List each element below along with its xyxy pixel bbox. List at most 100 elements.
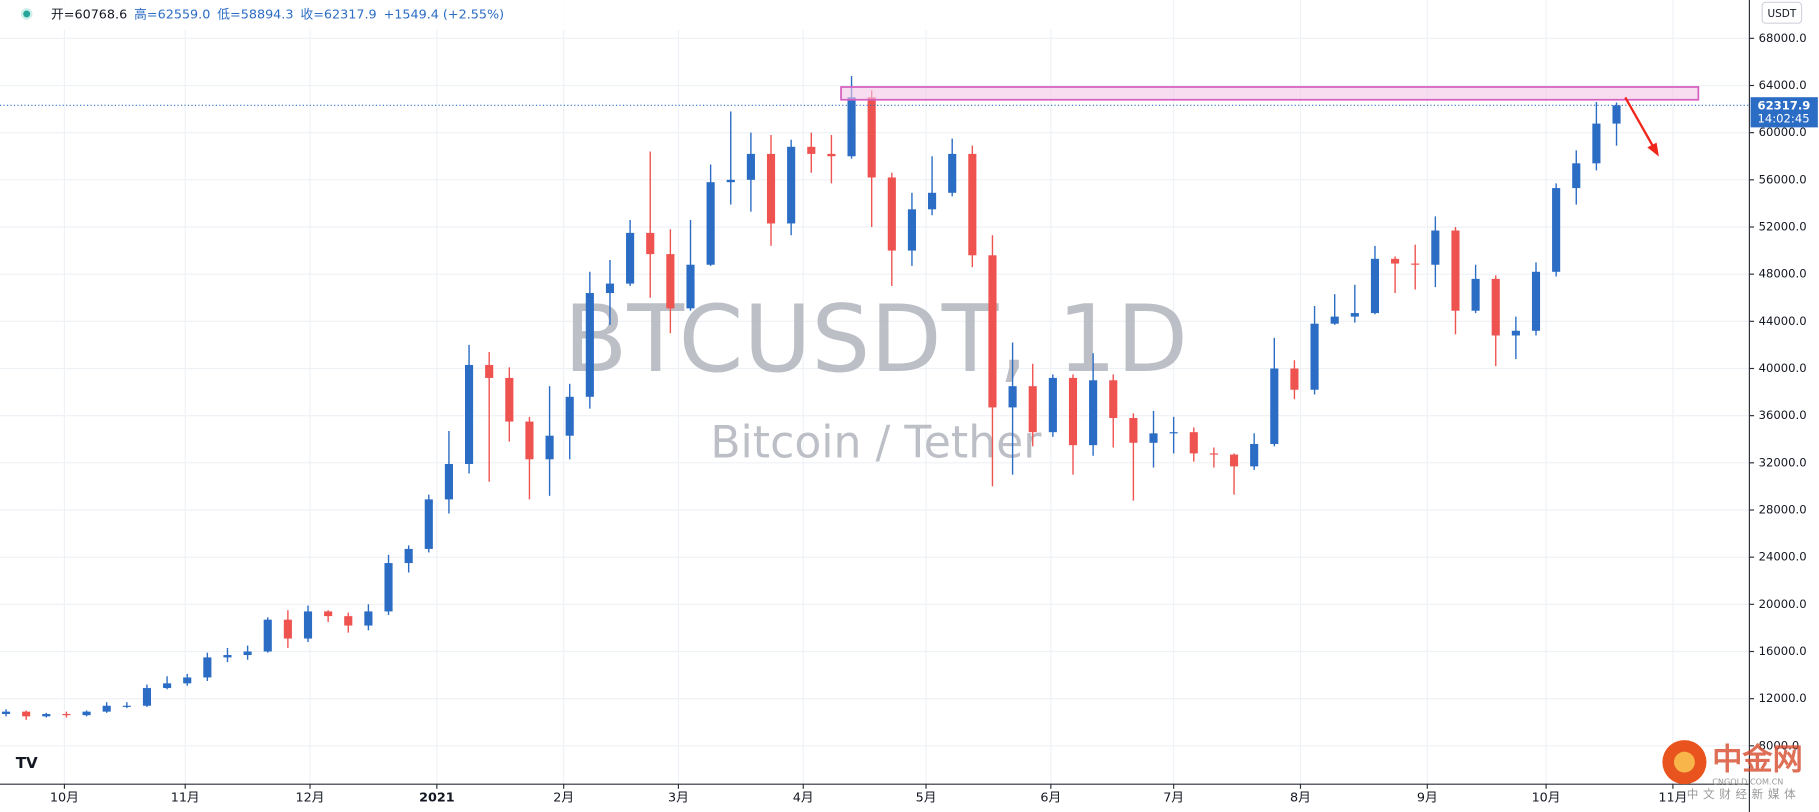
- brand-slogan: 中文财经新媒体: [1687, 787, 1801, 801]
- y-tick-label: 24000.0: [1759, 550, 1807, 564]
- candle-body: [303, 611, 313, 639]
- candles: [0, 76, 1750, 720]
- candle-body: [1290, 368, 1299, 390]
- header: 开=60768.6 高=62559.0 低=58894.3 收=62317.9 +154…: [51, 7, 504, 23]
- candle-body: [726, 179, 735, 183]
- candle-body: [1068, 377, 1078, 446]
- x-tick-label: 10月: [1532, 791, 1561, 806]
- candle-body: [1310, 323, 1319, 390]
- candle-body: [867, 97, 876, 178]
- candle-body: [485, 364, 494, 378]
- header-bg: [0, 0, 1074, 31]
- brand-url: CNGOLD.COM.CN: [1712, 776, 1783, 786]
- candle-body: [646, 232, 655, 255]
- y-tick-label: 52000.0: [1759, 219, 1807, 233]
- y-tick-label: 68000.0: [1759, 31, 1807, 45]
- candle-body: [384, 563, 393, 612]
- candle-body: [82, 711, 91, 716]
- candle-body: [163, 683, 172, 689]
- x-tick-label: 7月: [1163, 791, 1184, 806]
- candle-body: [666, 254, 675, 309]
- currency-button[interactable]: [1761, 1, 1803, 24]
- candle-body: [283, 619, 292, 639]
- candle-body: [1169, 432, 1178, 434]
- candle-body: [1612, 105, 1621, 124]
- candle-body: [1089, 380, 1098, 446]
- arrow-head: [1647, 142, 1659, 157]
- candle-body: [686, 264, 695, 309]
- candle-body: [1189, 432, 1198, 454]
- last-price-box: [1750, 97, 1818, 128]
- y-tick-label: 8000.0: [1759, 738, 1800, 752]
- candle-body: [847, 97, 856, 157]
- candle-body: [1511, 330, 1520, 336]
- y-tick-label: 56000.0: [1759, 172, 1807, 186]
- candle-body: [1008, 386, 1017, 408]
- candle-body: [1350, 313, 1359, 317]
- arrow: [1624, 96, 1656, 150]
- candle-body: [1552, 188, 1561, 272]
- x-tick-label: 4月: [793, 791, 814, 806]
- candle-body: [907, 209, 917, 251]
- candle-body: [263, 619, 272, 652]
- candle-body: [1129, 418, 1138, 443]
- header-item: 开=60768.6: [51, 8, 127, 23]
- currency[interactable]: USDT: [1768, 8, 1797, 20]
- header-item: 高=62559.0: [134, 7, 210, 23]
- logo-bg: [10, 750, 43, 777]
- candle-body: [626, 232, 635, 284]
- candle-body: [545, 435, 554, 460]
- y-tick-label: 20000.0: [1759, 597, 1807, 611]
- candle-body: [1229, 454, 1239, 467]
- header-item: 收=62317.9: [300, 8, 376, 23]
- candle-body: [706, 182, 715, 265]
- candle-body: [1330, 316, 1339, 324]
- candle-body: [1491, 278, 1500, 336]
- candle-body: [142, 688, 152, 706]
- logo: TV: [16, 754, 38, 772]
- brand-logo-inner: [1673, 751, 1695, 773]
- candle-body: [1209, 453, 1218, 455]
- candle-body: [42, 713, 51, 717]
- watermark: BTCUSDT, 1D: [564, 285, 1188, 393]
- candle-body: [1531, 271, 1541, 331]
- y-tick-label: 32000.0: [1759, 455, 1807, 469]
- candle-body: [404, 548, 413, 564]
- candle-body: [1471, 278, 1480, 311]
- status-dot: [23, 10, 31, 18]
- candle-body: [1270, 368, 1279, 444]
- resistance-zone: [840, 86, 1700, 101]
- candle-body: [424, 499, 433, 549]
- x-tick-label: 11月: [171, 791, 200, 806]
- candle-body: [887, 177, 896, 251]
- y-tick-label: 28000.0: [1759, 502, 1807, 516]
- candle-body: [22, 711, 31, 717]
- candle-body: [344, 616, 353, 626]
- x-tick-label: 10月: [50, 791, 79, 806]
- candle-body: [62, 713, 71, 716]
- candle-body: [746, 153, 755, 180]
- candle-body: [1572, 163, 1581, 189]
- candle-body: [223, 655, 232, 658]
- x-tick-label: 5月: [916, 791, 937, 806]
- candle-body: [948, 153, 957, 193]
- candle-body: [464, 364, 474, 465]
- candle-body: [1592, 123, 1601, 164]
- candle-body: [565, 396, 574, 436]
- candle-body: [1370, 258, 1380, 314]
- candle-body: [1109, 380, 1118, 419]
- brand-name: 中金网: [1712, 741, 1802, 777]
- y-tick-label: 16000.0: [1759, 644, 1807, 658]
- candle-body: [444, 464, 453, 500]
- candle-body: [605, 283, 615, 294]
- x-tick-label: 6月: [1040, 791, 1061, 806]
- candle-body: [585, 293, 594, 397]
- candle-body: [968, 153, 977, 256]
- candle-body: [928, 192, 937, 210]
- candle-body: [183, 677, 192, 684]
- candle-body: [203, 657, 212, 678]
- header-item: +1549.4 (+2.55%): [384, 8, 504, 23]
- candle-body: [827, 153, 836, 157]
- x-tick-label: 2月: [553, 791, 574, 806]
- watermark-sub: Bitcoin / Tether: [710, 417, 1042, 468]
